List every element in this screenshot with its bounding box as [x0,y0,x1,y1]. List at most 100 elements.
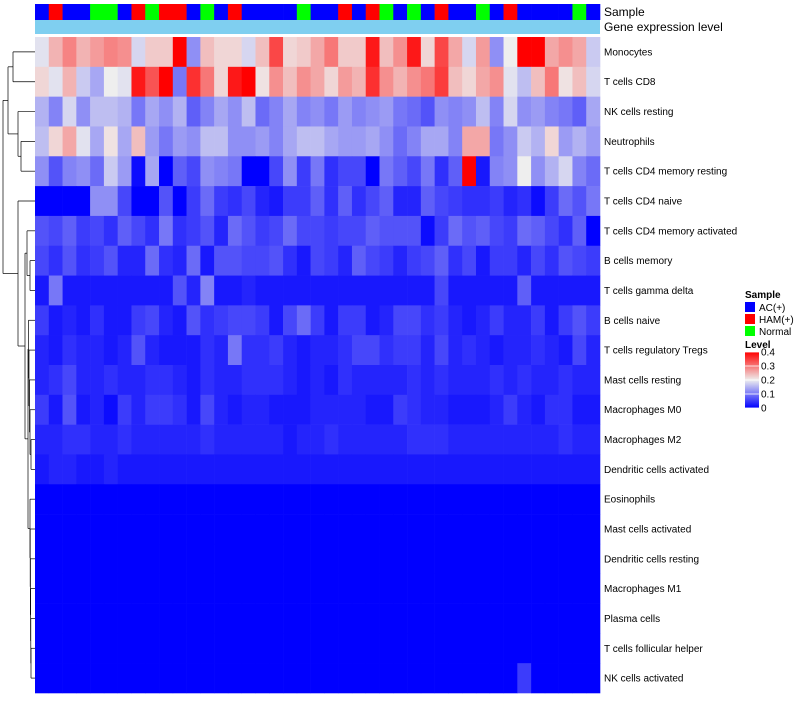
heatmap-cell [503,603,518,634]
heatmap-cell [214,514,229,545]
heatmap-cell [269,305,284,336]
heatmap-cell [131,96,146,127]
heatmap-cell [283,424,298,455]
heatmap-cell [503,215,518,247]
heatmap-cell [48,543,63,575]
heatmap-cell [324,126,339,157]
heatmap-cell [35,186,50,217]
heatmap-cell [214,335,229,366]
heatmap-cell [117,156,132,187]
heatmap-cell [434,96,449,127]
heatmap-cell [76,156,91,187]
heatmap-cell [462,365,477,396]
heatmap-cell [475,394,491,425]
heatmap-cell [544,66,559,97]
heatmap-cell [393,663,408,694]
heatmap-cell [296,66,311,97]
heatmap-cell [586,365,601,396]
heatmap-cell [159,663,174,694]
heatmap-cell [62,96,77,127]
heatmap-cell [420,37,435,68]
heatmap-cell [351,365,367,396]
heatmap-cell [90,543,105,575]
heatmap-cell [159,484,174,515]
heatmap-cell [572,186,587,217]
heatmap-cell [283,484,298,515]
heatmap-cell [90,335,105,366]
heatmap-cell [35,305,50,336]
heatmap-cell [145,603,160,634]
heatmap-cell [393,335,408,366]
heatmap-cell [586,275,601,306]
heatmap-cell [407,514,422,545]
heatmap-cell [283,573,298,604]
heatmap-cell [145,514,160,545]
heatmap-cell [531,186,546,217]
heatmap-cell [379,156,394,187]
legend-sample-swatch [745,326,755,336]
heatmap-cell [310,186,325,217]
heatmap-cell [117,543,132,575]
heatmap-cell [310,37,325,68]
heatmap-cell [214,424,229,455]
heatmap-cell [503,275,518,306]
heatmap-cell [200,126,215,157]
heatmap-cell [35,394,50,425]
heatmap-cell [475,156,491,187]
heatmap-cell [531,543,546,575]
heatmap-cell [407,484,422,515]
heatmap-cell [76,543,91,575]
heatmap-cell [172,365,187,396]
heatmap-cell [393,633,408,664]
heatmap-cell [434,663,449,694]
legend-level-tick-label: 0.4 [761,348,775,359]
heatmap-cell [351,305,367,336]
heatmap-cell [544,215,559,247]
heatmap-cell [159,126,174,157]
heatmap-cell [200,603,215,634]
heatmap-cell [324,573,339,604]
sample-annotation-cell [475,4,491,20]
heatmap-cell [117,66,132,97]
heatmap-cell [393,186,408,217]
heatmap-cell [131,156,146,187]
heatmap-cell [76,275,91,306]
heatmap-cell [393,514,408,545]
heatmap-cell [227,454,243,485]
heatmap-cell [558,66,573,97]
heatmap-cell [200,96,215,127]
heatmap-cell [131,603,146,634]
heatmap-cell [62,66,77,97]
heatmap-cell [324,215,339,247]
heatmap-cell [76,96,91,127]
heatmap-cell [62,484,77,515]
heatmap-cell [296,543,311,575]
heatmap-cell [186,156,201,187]
heatmap-cell [145,215,160,247]
heatmap-cell [420,663,435,694]
heatmap-cell [241,37,256,68]
heatmap-cell [503,514,518,545]
heatmap-cell [407,245,422,276]
heatmap-cell [35,663,50,694]
heatmap-cell [379,394,394,425]
heatmap-cell [241,335,256,366]
sample-annotation-cell [586,4,601,20]
heatmap-cell [283,633,298,664]
heatmap-cell [379,186,394,217]
heatmap-cell [407,633,422,664]
heatmap-cell [283,305,298,336]
heatmap-cell [117,663,132,694]
heatmap-cell [117,514,132,545]
heatmap-cell [117,96,132,127]
heatmap-cell [310,275,325,306]
heatmap-cell [159,186,174,217]
heatmap-cell [159,96,174,127]
heatmap-cell [117,424,132,455]
heatmap-cell [544,156,559,187]
heatmap-cell [351,37,367,68]
heatmap-cell [227,335,243,366]
heatmap-cell [186,365,201,396]
heatmap-cell [544,186,559,217]
heatmap-cell [241,275,256,306]
